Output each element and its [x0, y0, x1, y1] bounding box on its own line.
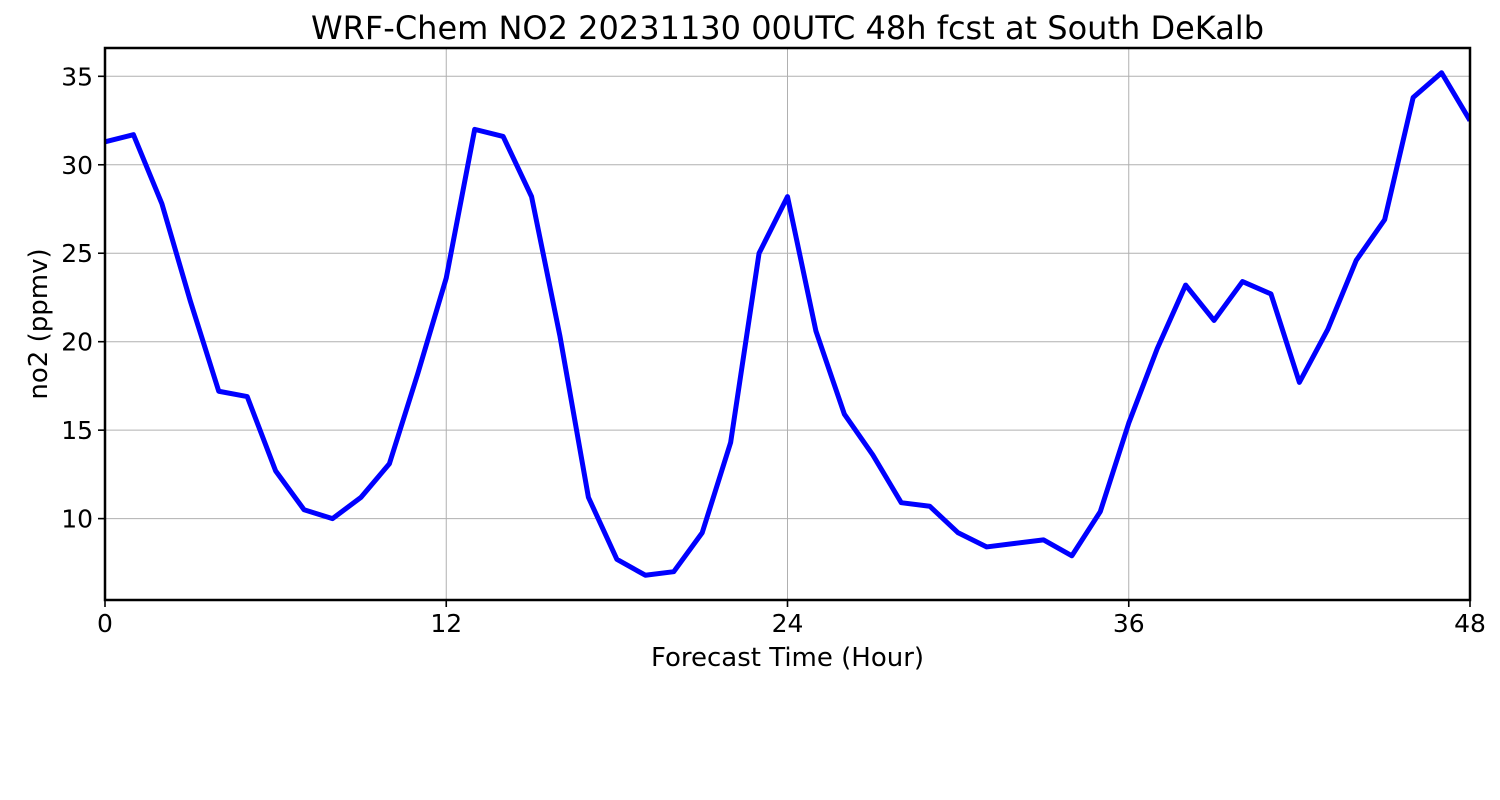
- y-tick-label: 25: [61, 239, 93, 268]
- chart-title: WRF-Chem NO2 20231130 00UTC 48h fcst at …: [311, 9, 1264, 47]
- series-line-0: [105, 70, 1470, 578]
- y-tick-label: 35: [61, 62, 93, 91]
- y-axis-ticks: 10 15 20 25 30 35: [61, 62, 105, 534]
- x-axis-label: Forecast Time (Hour): [651, 643, 924, 673]
- y-tick-label: 15: [61, 416, 93, 445]
- x-tick-label: 12: [430, 609, 462, 638]
- y-axis-label: no2 (ppmv): [24, 248, 54, 399]
- x-tick-label: 0: [97, 609, 113, 638]
- y-tick-label: 20: [61, 328, 93, 357]
- x-tick-label: 24: [772, 609, 804, 638]
- y-tick-label: 30: [61, 151, 93, 180]
- x-axis-ticks: 0 12 24 36 48: [97, 600, 1486, 638]
- y-tick-label: 10: [61, 505, 93, 534]
- x-tick-label: 36: [1113, 609, 1145, 638]
- x-tick-label: 48: [1454, 609, 1486, 638]
- series-layer: [105, 70, 1470, 578]
